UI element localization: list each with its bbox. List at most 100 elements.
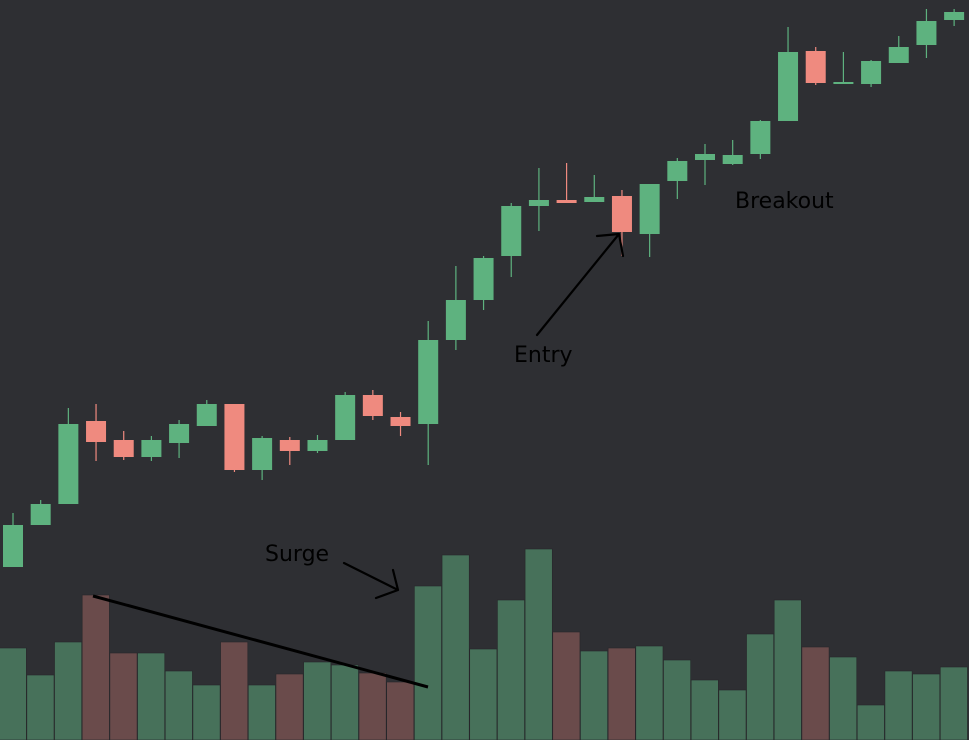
candle-body bbox=[141, 440, 162, 457]
candle-body bbox=[861, 61, 882, 84]
candle-body bbox=[833, 82, 854, 84]
candle bbox=[501, 203, 522, 277]
candle-body bbox=[639, 184, 660, 234]
candle bbox=[916, 9, 937, 58]
entry-arrow bbox=[535, 232, 625, 337]
candle-body bbox=[390, 417, 411, 426]
candle bbox=[778, 27, 799, 121]
candle bbox=[528, 168, 549, 231]
candle bbox=[307, 435, 328, 453]
volume-bar bbox=[247, 684, 276, 740]
volume-bar bbox=[607, 647, 636, 740]
candle bbox=[279, 437, 300, 465]
volume-bar bbox=[718, 689, 747, 740]
candle-body bbox=[556, 200, 577, 203]
volume-bar bbox=[912, 673, 941, 740]
candle bbox=[86, 404, 107, 461]
candle bbox=[3, 513, 23, 567]
volume-bar bbox=[303, 661, 332, 740]
volume-bar bbox=[54, 641, 83, 740]
volume-bar bbox=[497, 599, 525, 740]
volume-bar bbox=[414, 585, 442, 740]
volume-bar bbox=[829, 656, 858, 740]
volume-bar bbox=[856, 704, 885, 740]
candle-body bbox=[279, 440, 300, 451]
candle-body bbox=[667, 161, 688, 181]
volume-bar bbox=[164, 670, 193, 740]
volume-bar bbox=[663, 659, 691, 740]
volume-bar bbox=[801, 646, 830, 740]
candle bbox=[113, 431, 134, 460]
volume-bar bbox=[192, 684, 221, 740]
candle-body bbox=[418, 340, 439, 424]
candle bbox=[58, 408, 79, 504]
candle-body bbox=[778, 52, 799, 121]
candle bbox=[335, 392, 356, 440]
volume-bar bbox=[81, 594, 110, 740]
volume-bar bbox=[469, 648, 498, 740]
candle-body bbox=[224, 404, 245, 470]
volume-bar bbox=[690, 679, 719, 740]
volume-bar bbox=[109, 652, 138, 740]
volume-bar bbox=[386, 681, 415, 740]
candle-body bbox=[805, 51, 826, 83]
candle-body bbox=[169, 424, 190, 443]
volume-trendline bbox=[92, 594, 429, 689]
volume-bar bbox=[746, 633, 775, 740]
volume-bar bbox=[580, 650, 608, 740]
candle bbox=[252, 436, 273, 480]
candle-body bbox=[722, 155, 743, 164]
candle-body bbox=[528, 200, 549, 206]
candle bbox=[141, 436, 162, 461]
candle bbox=[944, 9, 965, 26]
volume-bar bbox=[635, 645, 664, 740]
candle-body bbox=[944, 12, 965, 20]
candle-body bbox=[473, 258, 494, 300]
candle-body bbox=[501, 206, 522, 256]
candle bbox=[224, 404, 245, 472]
candle-body bbox=[750, 121, 771, 154]
annotation-entry: Entry bbox=[514, 343, 573, 368]
candle bbox=[362, 390, 383, 420]
candle bbox=[584, 175, 605, 202]
candle bbox=[196, 400, 217, 426]
volume-bar bbox=[884, 670, 913, 740]
candle bbox=[639, 184, 660, 257]
volume-bar bbox=[552, 631, 581, 740]
volume-bar bbox=[275, 673, 304, 740]
annotation-breakout: Breakout bbox=[735, 189, 834, 214]
volume-bar bbox=[939, 666, 968, 740]
candle-body bbox=[252, 438, 273, 470]
candle bbox=[445, 266, 466, 350]
candle-body bbox=[584, 197, 605, 202]
volume-bars bbox=[0, 548, 968, 740]
volume-bar bbox=[524, 548, 553, 740]
candle bbox=[888, 36, 909, 63]
volume-bar bbox=[358, 672, 387, 740]
candle-body bbox=[113, 440, 134, 457]
candle-body bbox=[307, 440, 328, 451]
volume-bar bbox=[0, 647, 27, 740]
volume-bar bbox=[220, 641, 249, 740]
candle bbox=[418, 321, 439, 465]
volume-bar bbox=[441, 554, 470, 740]
candle bbox=[695, 144, 715, 185]
candle bbox=[390, 412, 411, 436]
candle-body bbox=[3, 525, 23, 567]
candle-body bbox=[888, 47, 909, 63]
candle-body bbox=[362, 395, 383, 416]
candle bbox=[556, 163, 577, 203]
candle bbox=[861, 60, 882, 87]
volume-bar bbox=[137, 652, 166, 740]
candle-body bbox=[58, 424, 79, 504]
volume-bar bbox=[26, 674, 55, 740]
candle-body bbox=[916, 21, 937, 45]
candle-body bbox=[30, 504, 51, 525]
candle bbox=[667, 158, 688, 199]
volume-bar bbox=[773, 599, 802, 740]
candle bbox=[169, 420, 190, 458]
candle bbox=[805, 47, 826, 85]
candle-body bbox=[611, 196, 632, 232]
candle-body bbox=[335, 395, 356, 440]
